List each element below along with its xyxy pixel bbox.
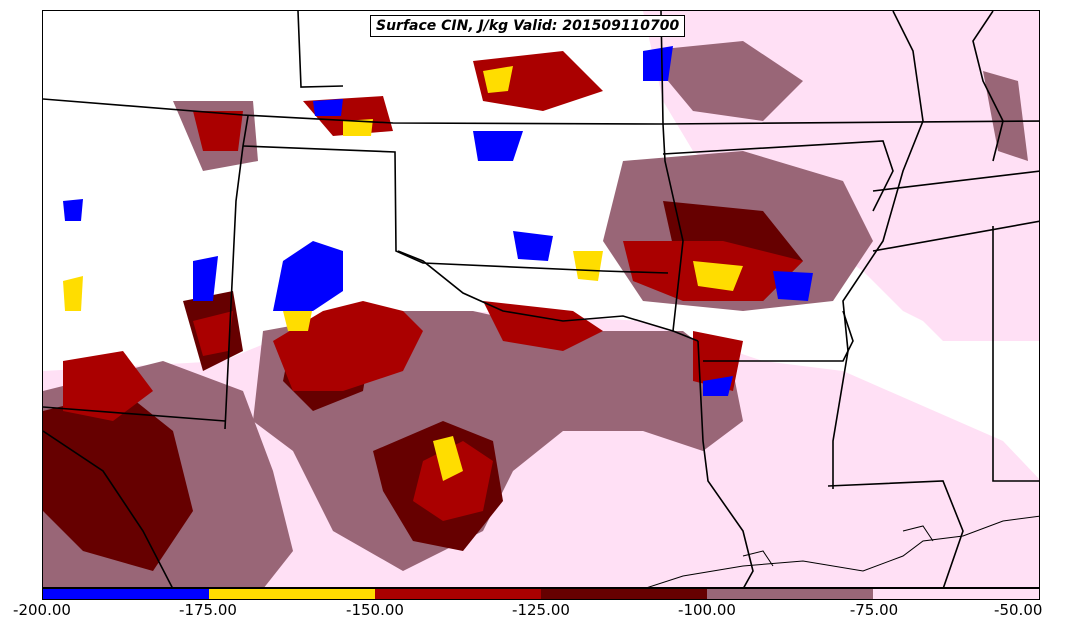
colorbar-tick: -50.00 (994, 601, 1043, 619)
colorbar-tick: -175.00 (179, 601, 237, 619)
colorbar-segment-darkred (541, 589, 707, 599)
colorbar-segment-blue (43, 589, 209, 599)
colorbar-segment-pink (873, 589, 1039, 599)
blue-cin-shading (63, 46, 813, 396)
colorbar-segment-mauve (707, 589, 873, 599)
colorbar-segment-yellow (209, 589, 375, 599)
map-frame (42, 10, 1040, 588)
yellow-cin-shading (63, 66, 743, 481)
state-borders (43, 11, 1039, 587)
colorbar-tick: -150.00 (346, 601, 404, 619)
colorbar-segment-red (375, 589, 541, 599)
coastline (647, 515, 1039, 587)
colorbar-tick: -100.00 (678, 601, 736, 619)
colorbar-tick: -125.00 (512, 601, 570, 619)
colorbar-tick: -75.00 (849, 601, 899, 619)
colorbar (42, 588, 1040, 600)
map-title: Surface CIN, J/kg Valid: 201509110700 (370, 15, 686, 37)
colorbar-tick: -200.00 (13, 601, 71, 619)
red-cin-shading (63, 51, 803, 521)
cin-map (43, 11, 1039, 587)
